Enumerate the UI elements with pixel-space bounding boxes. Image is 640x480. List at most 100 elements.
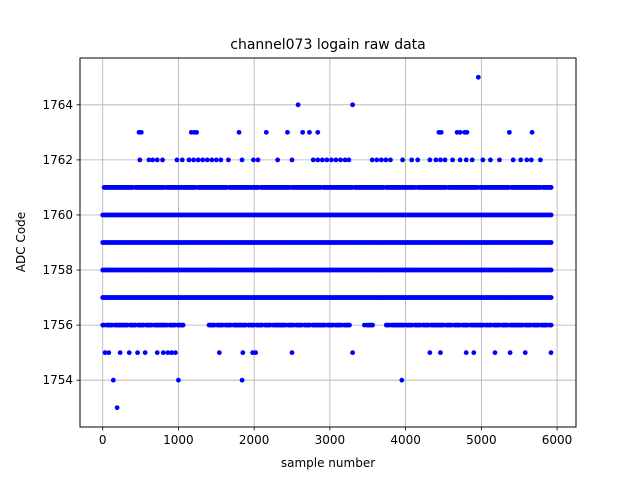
data-point (427, 350, 433, 356)
data-point (538, 157, 543, 163)
data-point (450, 157, 455, 163)
data-point (350, 102, 356, 108)
data-point (415, 157, 421, 163)
data-point (106, 350, 112, 356)
data-point (388, 157, 393, 163)
data-point (251, 157, 256, 163)
x-tick-label: 0 (99, 433, 107, 447)
data-point (289, 350, 295, 356)
data-point (342, 157, 348, 163)
data-point (263, 129, 269, 135)
x-axis-label: sample number (281, 456, 375, 470)
data-point (275, 157, 281, 163)
data-point (442, 157, 448, 163)
data-point (150, 157, 156, 163)
data-point (548, 295, 554, 300)
data-point (438, 129, 444, 135)
data-point (239, 157, 245, 163)
x-tick-label: 3000 (315, 433, 346, 447)
data-point (338, 157, 343, 163)
data-point (433, 157, 439, 163)
data-point (307, 129, 312, 135)
data-point (471, 350, 477, 356)
y-axis-ticks: 1754 1756 1758 1760 1762 1764 (42, 98, 80, 387)
data-point (195, 157, 201, 163)
data-point (529, 129, 535, 135)
data-point (463, 350, 469, 356)
data-points (100, 74, 554, 411)
data-point (463, 157, 469, 163)
y-tick-label: 1760 (42, 208, 73, 222)
data-point (319, 157, 325, 163)
data-point (457, 157, 463, 163)
data-point (400, 157, 405, 163)
y-tick-label: 1764 (42, 98, 73, 112)
x-tick-label: 1000 (163, 433, 194, 447)
y-tick-label: 1762 (42, 153, 73, 167)
data-point (346, 157, 352, 163)
y-axis-label: ADC Code (14, 212, 28, 272)
data-point (160, 157, 165, 163)
data-point (548, 185, 554, 190)
data-point (548, 267, 554, 273)
data-point (457, 129, 463, 135)
data-point (315, 129, 321, 135)
data-point (548, 212, 554, 218)
data-point (548, 322, 554, 328)
data-point (438, 157, 443, 163)
x-axis-ticks: 0 1000 2000 3000 4000 5000 6000 (99, 427, 572, 447)
data-point (383, 157, 389, 163)
data-point (179, 157, 185, 163)
data-point (548, 350, 554, 356)
data-point (285, 129, 290, 135)
data-point (488, 157, 493, 163)
data-point (548, 240, 554, 245)
data-point (255, 157, 261, 163)
data-point (300, 129, 306, 135)
plot-frame (79, 57, 577, 428)
data-point (506, 129, 512, 135)
data-point (475, 74, 481, 80)
data-point (213, 157, 219, 163)
data-point (310, 157, 316, 163)
data-point (522, 350, 528, 356)
data-point (160, 350, 166, 356)
data-point (497, 157, 502, 163)
x-tick-label: 4000 (390, 433, 421, 447)
data-point (146, 157, 152, 163)
data-point (114, 405, 120, 411)
data-point (236, 129, 242, 135)
data-point (138, 129, 144, 135)
data-point (324, 157, 330, 163)
data-point (370, 322, 376, 328)
data-point (165, 350, 171, 356)
data-point (528, 157, 534, 163)
data-point (378, 157, 384, 163)
y-tick-label: 1756 (42, 318, 73, 332)
data-point (347, 322, 352, 328)
data-point (369, 157, 375, 163)
data-point (137, 157, 143, 163)
data-point (174, 157, 180, 163)
data-point (239, 377, 245, 383)
data-point (427, 157, 433, 163)
data-point (200, 157, 206, 163)
data-point (399, 377, 405, 383)
data-point (218, 157, 224, 163)
data-point (154, 157, 160, 163)
data-point (469, 157, 475, 163)
data-point (240, 350, 246, 356)
data-point (173, 350, 178, 356)
data-point (524, 157, 530, 163)
data-point (186, 157, 192, 163)
data-point (226, 157, 231, 163)
data-point (117, 350, 123, 356)
data-point (350, 350, 356, 356)
data-point (110, 377, 116, 383)
data-point (315, 157, 321, 163)
data-point (102, 350, 108, 356)
data-point (216, 350, 222, 356)
